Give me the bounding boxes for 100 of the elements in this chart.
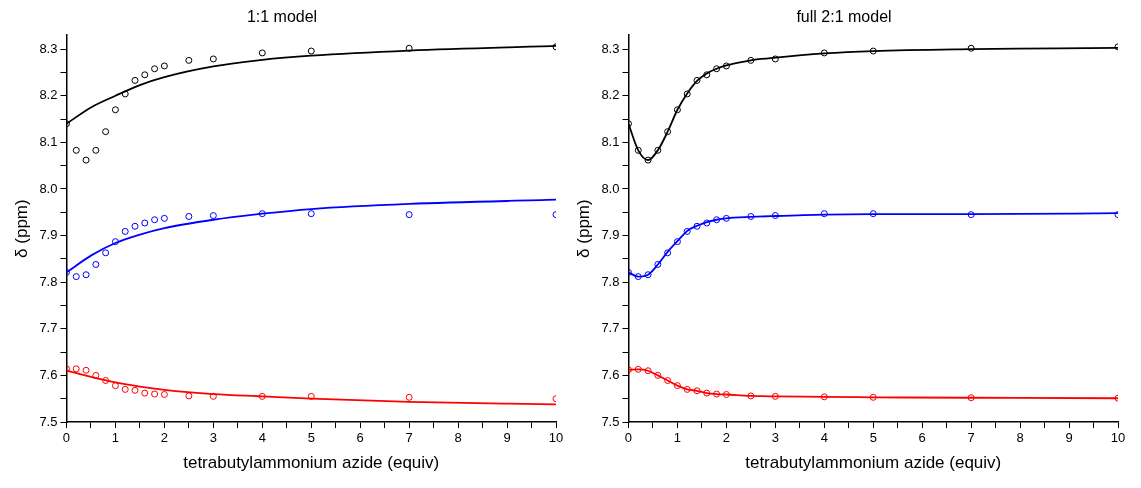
point bbox=[82, 156, 90, 164]
point bbox=[673, 106, 681, 114]
line-series bbox=[66, 198, 556, 274]
point bbox=[722, 62, 730, 70]
point bbox=[703, 389, 711, 397]
point bbox=[405, 393, 413, 401]
y-tick-label: 8.1 bbox=[601, 133, 620, 149]
y-tick-label: 8.2 bbox=[39, 87, 58, 103]
point bbox=[693, 76, 701, 84]
y-tick-label: 8.3 bbox=[39, 40, 58, 56]
x-tick-label: 8 bbox=[1016, 430, 1024, 446]
point bbox=[151, 216, 159, 224]
point bbox=[634, 365, 642, 373]
y-axis-title: δ (ppm) bbox=[573, 199, 593, 258]
y-tick-label: 7.7 bbox=[39, 320, 58, 336]
point bbox=[820, 49, 828, 57]
chart-title: full 2:1 model bbox=[796, 8, 892, 26]
x-tick-label: 4 bbox=[820, 430, 828, 446]
point bbox=[111, 238, 119, 246]
point bbox=[654, 146, 662, 154]
point bbox=[160, 62, 168, 70]
point bbox=[869, 47, 877, 55]
y-tick-label: 7.9 bbox=[601, 227, 620, 243]
point bbox=[693, 222, 701, 230]
point bbox=[673, 238, 681, 246]
point bbox=[185, 392, 193, 400]
x-tick-label: 5 bbox=[869, 430, 877, 446]
x-tick-label: 7 bbox=[967, 430, 975, 446]
point bbox=[664, 128, 672, 136]
point bbox=[747, 392, 755, 400]
point bbox=[967, 394, 975, 402]
point bbox=[92, 146, 100, 154]
point bbox=[634, 146, 642, 154]
point bbox=[121, 385, 129, 393]
point bbox=[209, 392, 217, 400]
point bbox=[92, 371, 100, 379]
point bbox=[307, 392, 315, 400]
point bbox=[92, 260, 100, 268]
point bbox=[820, 393, 828, 401]
point bbox=[644, 271, 652, 279]
point bbox=[111, 106, 119, 114]
point bbox=[683, 90, 691, 98]
x-tick-label: 5 bbox=[307, 430, 315, 446]
point bbox=[869, 210, 877, 218]
point bbox=[664, 249, 672, 257]
point bbox=[771, 212, 779, 220]
x-tick-label: 1 bbox=[111, 430, 120, 446]
point bbox=[713, 65, 721, 73]
point bbox=[722, 391, 730, 399]
x-tick-label: 7 bbox=[405, 430, 413, 446]
x-tick-label: 8 bbox=[454, 430, 462, 446]
point bbox=[160, 214, 168, 222]
point bbox=[209, 55, 217, 63]
x-tick-label: 10 bbox=[1110, 430, 1126, 446]
y-axis-title: δ (ppm) bbox=[11, 199, 31, 258]
point bbox=[683, 385, 691, 393]
point bbox=[634, 273, 642, 281]
point bbox=[151, 65, 159, 73]
point bbox=[141, 389, 149, 397]
point bbox=[82, 271, 90, 279]
point bbox=[644, 156, 652, 164]
point bbox=[72, 273, 80, 281]
y-tick-label: 8.1 bbox=[39, 133, 58, 149]
x-tick-label: 6 bbox=[918, 430, 926, 446]
x-tick-label: 6 bbox=[356, 430, 364, 446]
point bbox=[713, 216, 721, 224]
point bbox=[703, 219, 711, 227]
point bbox=[967, 44, 975, 52]
point bbox=[722, 214, 730, 222]
x-axis-title: tetrabutylammonium azide (equiv) bbox=[183, 453, 440, 473]
point bbox=[683, 227, 691, 235]
point bbox=[673, 382, 681, 390]
point bbox=[693, 387, 701, 395]
point bbox=[713, 390, 721, 398]
point bbox=[102, 128, 110, 136]
point bbox=[307, 47, 315, 55]
y-tick-label: 7.6 bbox=[601, 366, 620, 382]
x-tick-label: 3 bbox=[209, 430, 217, 446]
x-tick-label: 4 bbox=[258, 430, 266, 446]
point bbox=[72, 146, 80, 154]
point bbox=[771, 55, 779, 63]
y-tick-label: 7.9 bbox=[39, 227, 58, 243]
point bbox=[664, 377, 672, 385]
point bbox=[185, 212, 193, 220]
point bbox=[82, 366, 90, 374]
point bbox=[102, 377, 110, 385]
point bbox=[72, 365, 80, 373]
x-tick-label: 3 bbox=[771, 430, 779, 446]
point bbox=[405, 211, 413, 219]
point bbox=[160, 391, 168, 399]
y-tick-label: 7.8 bbox=[601, 273, 620, 289]
point bbox=[258, 210, 266, 218]
y-tick-label: 8.0 bbox=[39, 180, 58, 196]
point bbox=[258, 49, 266, 57]
point bbox=[258, 392, 266, 400]
x-tick-label: 1 bbox=[673, 430, 682, 446]
point bbox=[820, 210, 828, 218]
y-tick-label: 7.6 bbox=[39, 366, 58, 382]
point bbox=[185, 56, 193, 64]
point bbox=[307, 210, 315, 218]
